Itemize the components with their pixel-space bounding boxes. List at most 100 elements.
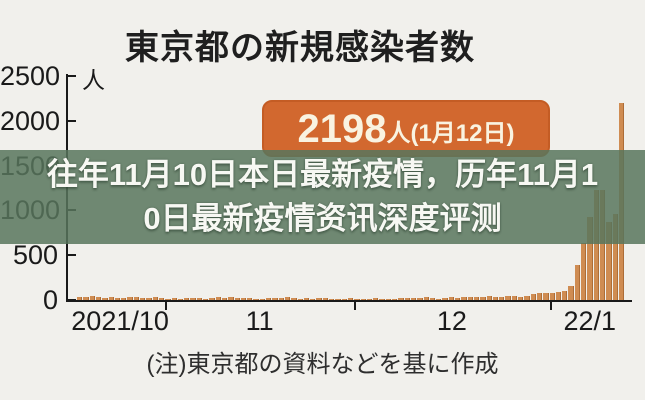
bar: [133, 296, 140, 300]
bar: [467, 297, 473, 300]
bar: [140, 298, 146, 300]
y-tick-label: 500: [12, 240, 58, 271]
bar: [530, 294, 536, 300]
bar: [606, 221, 612, 300]
bar: [480, 296, 486, 300]
bar: [303, 298, 310, 300]
bar: [574, 265, 581, 300]
bar: [234, 297, 240, 300]
bar: [253, 298, 259, 300]
bar: [89, 296, 95, 300]
bar: [505, 296, 511, 300]
bar: [77, 297, 83, 300]
bar: [354, 298, 360, 300]
bar: [518, 296, 524, 300]
bar: [410, 298, 417, 300]
bar: [347, 298, 354, 300]
y-tick-label: 0: [42, 285, 58, 315]
peak-annotation-value: 2198: [297, 106, 387, 151]
source-note: (注)東京都の資料などを基に作成: [146, 351, 499, 378]
bar: [511, 295, 518, 300]
bar: [121, 298, 127, 300]
bar: [272, 297, 278, 300]
bar: [297, 298, 303, 300]
bar: [114, 298, 121, 300]
x-tick-label: 2021/10: [71, 306, 169, 336]
bar: [102, 297, 108, 300]
bar: [549, 292, 555, 300]
bar: [398, 298, 404, 300]
bar: [492, 296, 499, 300]
bar: [127, 296, 133, 300]
bar: [291, 298, 297, 300]
bar: [536, 293, 543, 300]
headline-overlay-band: 往年11月10日本日最新疫情，历年11月1 0日最新疫情资讯深度评测: [0, 150, 645, 244]
x-tick-label: 12: [436, 306, 467, 336]
bar: [379, 298, 385, 300]
y-tick-mark: [66, 254, 76, 257]
bar: [341, 298, 347, 300]
bar: [581, 242, 587, 300]
bar: [177, 298, 184, 300]
y-tick-label: 2000: [0, 105, 61, 136]
bar: [184, 298, 190, 300]
bar: [240, 297, 247, 300]
bar: [486, 296, 492, 300]
headline-overlay-line1: 往年11月10日本日最新疫情，历年11月1: [46, 156, 599, 192]
bar: [209, 298, 215, 300]
bar: [221, 297, 228, 300]
bar: [316, 297, 322, 300]
bar: [593, 190, 599, 300]
bar: [158, 298, 165, 300]
bar: [385, 298, 392, 300]
bar: [373, 298, 379, 300]
bar: [587, 217, 593, 300]
bar: [543, 293, 549, 300]
bar: [108, 297, 114, 300]
x-axis-line: [66, 300, 632, 302]
bar: [524, 295, 530, 300]
bar: [366, 298, 373, 300]
bar: [259, 298, 266, 300]
headline-overlay-line2: 0日最新疫情资讯深度评测: [143, 201, 502, 236]
bar: [429, 298, 436, 300]
bar: [436, 298, 442, 300]
y-tick-mark: [66, 119, 76, 122]
bar: [455, 297, 461, 300]
bar: [190, 297, 196, 300]
y-axis-unit-label: 人: [82, 67, 105, 93]
x-tick-label: 22/1: [563, 306, 617, 336]
bar: [562, 290, 568, 300]
bar: [203, 298, 209, 300]
bar: [555, 292, 562, 300]
chart-title: 東京都の新規感染者数: [125, 29, 475, 67]
bar: [360, 298, 366, 300]
bar: [171, 298, 177, 300]
bar: [599, 190, 606, 300]
bar: [499, 296, 505, 300]
x-tick-mark: [549, 302, 552, 310]
bar: [83, 296, 89, 300]
bar: [196, 298, 203, 300]
bar: [329, 298, 335, 300]
bar: [404, 297, 410, 300]
bar: [310, 298, 316, 300]
bar: [473, 296, 480, 300]
x-tick-mark: [165, 302, 168, 310]
bar: [568, 286, 574, 300]
bar: [165, 298, 171, 300]
bar: [322, 298, 329, 300]
y-tick-mark: [66, 299, 76, 301]
bar: [335, 298, 341, 300]
bar: [247, 298, 253, 300]
bar: [228, 297, 234, 300]
peak-annotation-date: 人(1月12日): [386, 119, 515, 147]
bar: [266, 298, 272, 300]
bar: [146, 297, 152, 300]
y-tick-label: 2500: [0, 61, 61, 91]
bar: [95, 296, 102, 300]
bar: [461, 296, 467, 300]
y-tick-mark: [66, 75, 76, 77]
bar: [423, 297, 429, 300]
